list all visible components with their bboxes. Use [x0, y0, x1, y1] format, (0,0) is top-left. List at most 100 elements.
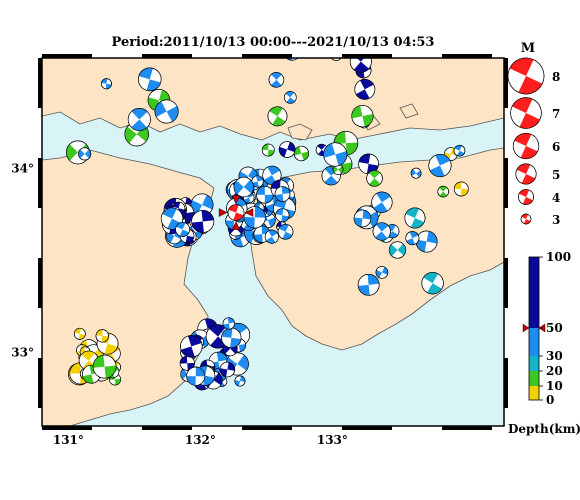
earthquake-beachball: [351, 105, 374, 128]
frame-segment: [442, 54, 492, 58]
earthquake-beachball: [330, 58, 343, 61]
magnitude-legend-symbol: [512, 132, 540, 160]
frame-segment: [342, 54, 392, 58]
earthquake-beachball: [268, 72, 285, 88]
depth-color-band: [529, 356, 539, 371]
depth-color-band: [529, 328, 539, 356]
depth-bar-frame: [528, 256, 540, 401]
depth-color-band: [529, 371, 539, 386]
latitude-tick-label: 33°: [11, 345, 34, 359]
magnitude-legend-label: 4: [552, 191, 560, 205]
magnitude-legend-symbol: [518, 189, 534, 205]
earthquake-beachball: [405, 231, 420, 246]
earthquake-beachball: [180, 335, 203, 358]
depth-tick-label: 100: [546, 250, 571, 264]
depth-tick-label: 10: [546, 379, 563, 393]
earthquake-beachball: [191, 210, 215, 233]
earthquake-beachball: [274, 186, 291, 202]
frame-segment: [38, 158, 42, 208]
event-marker-arrow: [244, 208, 254, 217]
earthquake-beachball: [428, 154, 452, 178]
frame-segment: [142, 426, 192, 430]
frame-segment: [242, 54, 292, 58]
earthquake-beachball: [437, 185, 449, 198]
earthquake-beachball: [256, 186, 274, 204]
earthquake-beachball: [453, 181, 469, 197]
earthquake-beachball: [332, 164, 344, 175]
earthquake-beachball: [186, 366, 206, 386]
frame-segment: [342, 426, 392, 430]
map-area: [42, 58, 504, 426]
earthquake-beachball: [366, 170, 383, 187]
earthquake-beachball: [415, 230, 438, 253]
earthquake-events: [66, 58, 469, 391]
depth-tick-label: 30: [546, 349, 563, 363]
magnitude-legend-symbol: [515, 163, 537, 185]
event-marker-arrow: [218, 208, 228, 217]
magnitude-legend-label: 3: [552, 213, 560, 227]
earthquake-beachball: [127, 107, 151, 131]
earthquake-beachball: [154, 99, 179, 124]
frame-segment: [38, 58, 42, 108]
longitude-tick-label: 131°: [53, 433, 84, 447]
latitude-labels: 34° 33°: [11, 161, 34, 359]
earthquake-beachball: [73, 327, 86, 340]
depth-tick-label: 20: [546, 364, 563, 378]
earthquake-beachball: [453, 144, 466, 157]
earthquake-beachball: [179, 355, 195, 371]
highlighted-event: [218, 195, 254, 230]
earthquake-beachball: [371, 191, 393, 213]
earthquake-beachball: [221, 327, 242, 348]
magnitude-legend-label: 8: [552, 70, 560, 84]
earthquake-beachball: [410, 167, 422, 179]
earthquake-beachball: [78, 147, 92, 161]
earthquake-beachball: [404, 207, 426, 229]
frame-segment: [504, 58, 508, 108]
earthquake-beachball: [138, 67, 162, 92]
earthquake-beachball: [358, 153, 379, 175]
magnitude-legend-label: 5: [552, 168, 560, 182]
depth-color-band: [529, 386, 539, 400]
earthquake-beachball: [175, 222, 190, 237]
magnitude-legend-symbol: [507, 57, 545, 95]
frame-segment: [242, 426, 292, 430]
longitude-labels: 131° 132° 133°: [53, 433, 348, 447]
earthquake-beachball: [234, 375, 246, 387]
earthquake-beachball: [100, 78, 112, 90]
frame-segment: [42, 54, 92, 58]
earthquake-beachball: [261, 143, 275, 157]
earthquake-beachball: [233, 176, 254, 198]
earthquake-beachball: [264, 229, 279, 244]
frame-segment: [38, 258, 42, 308]
depth-tick-label: 50: [546, 321, 563, 335]
earthquake-beachball: [372, 222, 391, 241]
period-title: Period:2011/10/13 00:00---2021/10/13 04:…: [112, 35, 435, 50]
earthquake-beachball: [251, 175, 264, 188]
earthquake-beachball: [92, 354, 117, 379]
frame-segment: [504, 158, 508, 208]
frame-segment: [442, 426, 492, 430]
magnitude-legend-title: M: [521, 41, 535, 56]
frame-graticule: [38, 54, 508, 430]
earthquake-beachball: [277, 224, 294, 240]
magnitude-legend: M 8 7 6 5 4 3: [507, 41, 560, 227]
frame-segment: [42, 426, 92, 430]
frame-segment: [142, 54, 192, 58]
earthquake-beachball: [95, 329, 109, 343]
latitude-tick-label: 34°: [11, 161, 34, 175]
earthquake-beachball: [222, 317, 235, 330]
frame-segment: [504, 258, 508, 308]
earthquake-beachball: [278, 141, 296, 158]
event-marker-arrow: [231, 221, 241, 230]
earthquake-beachball: [219, 361, 236, 378]
magnitude-legend-symbol: [520, 213, 532, 225]
earthquake-beachball: [349, 58, 372, 73]
earthquake-beachball: [283, 58, 301, 61]
magnitude-legend-label: 6: [552, 140, 560, 154]
depth-unit-label: Depth(km): [508, 422, 580, 436]
event-marker-arrow: [231, 195, 241, 205]
magnitude-legend-label: 7: [552, 107, 560, 121]
earthquake-beachball: [354, 79, 376, 100]
